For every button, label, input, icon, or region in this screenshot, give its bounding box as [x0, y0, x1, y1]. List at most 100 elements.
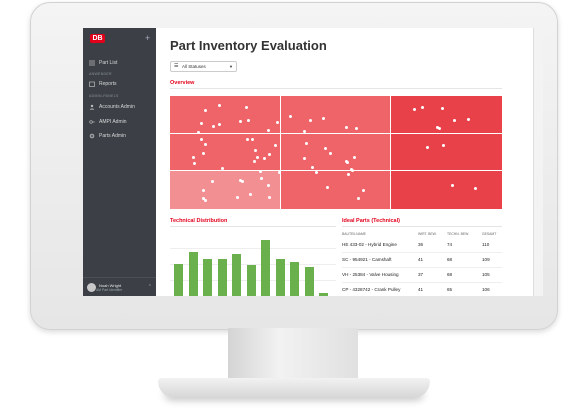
heatmap-point[interactable]: [321, 116, 325, 120]
heatmap-point[interactable]: [248, 193, 252, 197]
distribution-bar[interactable]: [261, 240, 270, 296]
heatmap-cell[interactable]: [280, 96, 391, 133]
heatmap-point[interactable]: [260, 176, 264, 180]
heatmap-point[interactable]: [346, 173, 350, 177]
heatmap-point[interactable]: [251, 137, 255, 141]
heatmap-point[interactable]: [193, 161, 197, 165]
distribution-bar[interactable]: [304, 266, 314, 296]
heatmap-point[interactable]: [305, 141, 309, 145]
heatmap-point[interactable]: [435, 126, 439, 130]
sidebar-item-accounts-admin[interactable]: Accounts Admin: [89, 102, 135, 112]
sidebar-item-part-list[interactable]: Part List: [89, 58, 117, 68]
user-profile[interactable]: Noah Wright AM Part Identifier ⌃: [83, 277, 156, 296]
heatmap-cell[interactable]: [170, 96, 280, 133]
heatmap-point[interactable]: [277, 171, 281, 175]
heatmap-point[interactable]: [275, 120, 279, 124]
heatmap-cell[interactable]: [391, 133, 502, 171]
heatmap-point[interactable]: [212, 125, 216, 129]
heatmap-cell[interactable]: [170, 133, 280, 171]
heatmap-point[interactable]: [246, 138, 250, 142]
heatmap-point[interactable]: [238, 120, 242, 124]
sidebar-item-reports[interactable]: Reports: [89, 79, 117, 89]
heatmap-point[interactable]: [442, 144, 446, 148]
heatmap-point[interactable]: [354, 126, 358, 130]
heatmap-point[interactable]: [204, 199, 208, 203]
scrollbar[interactable]: [533, 28, 543, 296]
heatmap-point[interactable]: [303, 157, 307, 161]
heatmap-point[interactable]: [199, 138, 203, 142]
heatmap-point[interactable]: [236, 195, 239, 199]
heatmap-point[interactable]: [467, 117, 471, 121]
heatmap-point[interactable]: [303, 129, 307, 133]
heatmap-point[interactable]: [315, 170, 319, 174]
heatmap-point[interactable]: [421, 106, 425, 110]
distribution-bar[interactable]: [188, 251, 198, 296]
heatmap-point[interactable]: [197, 130, 201, 134]
heatmap-point[interactable]: [247, 118, 251, 122]
heatmap-point[interactable]: [274, 143, 278, 147]
heatmap-point[interactable]: [437, 126, 441, 130]
heatmap-point[interactable]: [210, 180, 214, 184]
heatmap-point[interactable]: [288, 115, 292, 119]
sidebar-item-parts-admin[interactable]: Parts Admin: [89, 131, 126, 141]
sidebar-item-ampi-admin[interactable]: AMPI Admin: [89, 117, 127, 127]
heatmap-cell[interactable]: [391, 171, 502, 209]
table-row[interactable]: CP - 4328742 - Crank Pulley 41 65 106: [342, 283, 502, 296]
heatmap-point[interactable]: [200, 121, 204, 125]
heatmap-point[interactable]: [267, 195, 271, 199]
distribution-bar[interactable]: [232, 253, 241, 296]
table-row[interactable]: HE 433-02 - Hybrid Engine 36 74 110: [342, 238, 502, 253]
heatmap-point[interactable]: [266, 184, 270, 188]
distribution-bar[interactable]: [275, 259, 285, 296]
heatmap-point[interactable]: [345, 160, 349, 164]
heatmap-cell[interactable]: [280, 171, 391, 209]
heatmap-point[interactable]: [362, 189, 366, 193]
heatmap-point[interactable]: [441, 107, 445, 111]
heatmap-point[interactable]: [413, 107, 417, 111]
overview-heatmap[interactable]: [170, 96, 502, 209]
heatmap-point[interactable]: [357, 197, 361, 201]
distribution-bar[interactable]: [203, 259, 212, 296]
heatmap-point[interactable]: [201, 197, 205, 201]
heatmap-point[interactable]: [328, 152, 332, 156]
heatmap-point[interactable]: [201, 151, 205, 155]
heatmap-point[interactable]: [308, 119, 312, 123]
heatmap-point[interactable]: [252, 160, 256, 164]
heatmap-point[interactable]: [351, 169, 355, 173]
heatmap-cell[interactable]: [280, 133, 391, 171]
heatmap-point[interactable]: [191, 155, 195, 159]
heatmap-cell[interactable]: [391, 96, 502, 133]
heatmap-point[interactable]: [204, 108, 208, 112]
heatmap-point[interactable]: [450, 183, 454, 187]
status-filter-dropdown[interactable]: ☰ All Statuses ▼: [170, 61, 237, 72]
distribution-bar[interactable]: [217, 259, 227, 296]
heatmap-point[interactable]: [263, 156, 267, 160]
heatmap-point[interactable]: [425, 146, 429, 150]
heatmap-point[interactable]: [324, 147, 328, 151]
heatmap-point[interactable]: [221, 167, 225, 171]
heatmap-point[interactable]: [474, 186, 478, 190]
heatmap-point[interactable]: [255, 155, 259, 159]
distribution-bar[interactable]: [174, 263, 183, 296]
add-button[interactable]: +: [145, 33, 151, 43]
heatmap-point[interactable]: [218, 123, 222, 127]
heatmap-point[interactable]: [239, 179, 243, 182]
heatmap-point[interactable]: [217, 104, 221, 108]
table-row[interactable]: VH - 25384 - Valve Housing 37 68 105: [342, 268, 502, 283]
heatmap-point[interactable]: [203, 142, 207, 146]
heatmap-point[interactable]: [258, 169, 262, 173]
heatmap-point[interactable]: [349, 167, 353, 171]
heatmap-point[interactable]: [254, 148, 258, 152]
heatmap-point[interactable]: [267, 129, 271, 133]
distribution-bar[interactable]: [290, 262, 299, 296]
heatmap-point[interactable]: [352, 156, 356, 160]
heatmap-point[interactable]: [325, 186, 329, 190]
distribution-bar[interactable]: [246, 265, 256, 296]
heatmap-point[interactable]: [241, 179, 245, 183]
heatmap-point[interactable]: [452, 118, 456, 122]
heatmap-point[interactable]: [244, 106, 248, 110]
distribution-bar[interactable]: [319, 293, 328, 296]
heatmap-point[interactable]: [201, 188, 205, 192]
heatmap-cell[interactable]: [170, 171, 280, 209]
heatmap-point[interactable]: [267, 152, 271, 156]
